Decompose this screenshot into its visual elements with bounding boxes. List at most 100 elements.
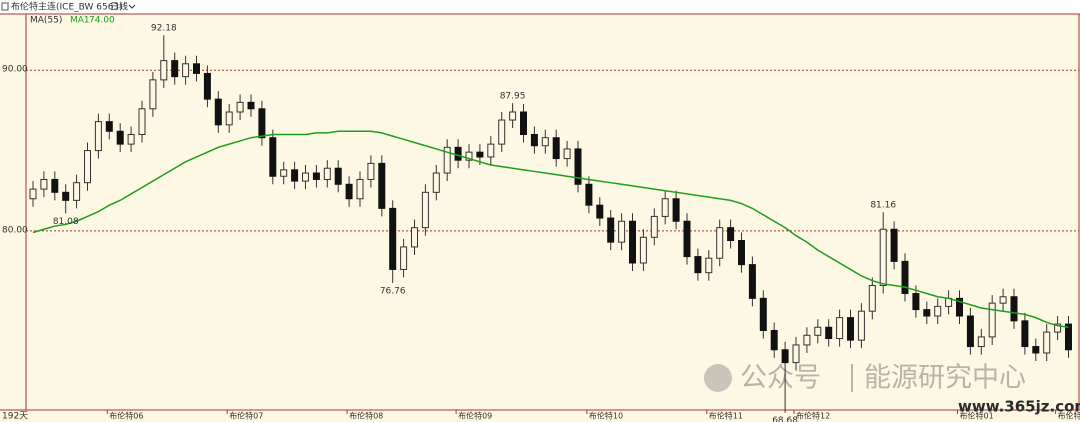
candle-body — [291, 169, 299, 182]
ma-line — [32, 130, 1069, 329]
candle-body — [541, 137, 549, 147]
candle-body — [530, 133, 538, 147]
extreme-label: 92.18 — [151, 24, 177, 34]
watermark: 公众号 能源研究中心 www.365jz.com — [704, 363, 1080, 416]
period[interactable]: 日线 — [110, 1, 128, 13]
x-tick-label: 布伦特10 — [589, 411, 623, 421]
x-tick-label: 布伦特12 — [796, 411, 830, 421]
candle-body — [672, 198, 680, 222]
candle-body — [443, 146, 451, 174]
candle-body — [857, 310, 865, 341]
x-tick-label: 布伦特01 — [960, 411, 994, 421]
candle-body — [901, 260, 909, 295]
candle-body — [1021, 320, 1029, 348]
candle-body — [738, 240, 745, 266]
period-chevron[interactable] — [128, 4, 136, 9]
candle-body — [868, 284, 876, 312]
candle-body — [803, 334, 811, 346]
candle-body — [454, 146, 462, 161]
candle-body — [814, 326, 822, 336]
candle-body — [836, 317, 844, 340]
x-corner-label: 192天 — [2, 412, 28, 422]
header-icon — [1, 2, 9, 11]
candle-body — [247, 101, 255, 110]
candle-body — [563, 148, 571, 160]
candle-body — [432, 172, 440, 193]
extreme-label: 68.68 — [772, 416, 798, 422]
candle-body — [661, 198, 669, 217]
candle-body — [607, 217, 615, 243]
candle-body — [770, 329, 778, 351]
x-tick-label: 布伦特07 — [229, 411, 263, 421]
candle-body — [40, 178, 48, 190]
candle-body — [792, 344, 800, 364]
candle-body — [29, 188, 37, 200]
candle-body — [683, 220, 691, 258]
indicator: MA(55) — [30, 16, 62, 26]
candle-body — [650, 215, 658, 238]
candle-body — [1010, 296, 1018, 322]
candle-body — [323, 167, 331, 180]
candle-body — [585, 183, 593, 206]
x-tick-label: 布伦特09 — [458, 411, 492, 421]
candle-body — [509, 111, 517, 121]
candle-body — [225, 111, 233, 126]
extreme-label: 81.08 — [53, 217, 79, 227]
candle-body — [1054, 323, 1062, 333]
candle-body — [171, 60, 179, 78]
candle-body — [400, 246, 408, 270]
candle-body — [62, 191, 70, 201]
chart-title: 布伦特主连(ICE_BW 6563) — [11, 1, 123, 13]
candle-body — [596, 204, 604, 219]
watermark-icon — [704, 364, 732, 392]
watermark-right: 能源研究中心 — [864, 363, 1026, 394]
candle-body — [781, 349, 789, 364]
candle-body — [988, 302, 996, 338]
candle-body — [694, 256, 702, 274]
candle-body — [421, 191, 429, 229]
candle-body — [84, 150, 91, 184]
candle-body — [923, 309, 931, 317]
candle-body — [966, 315, 974, 348]
candle-body — [389, 207, 397, 270]
candle-body — [977, 336, 985, 348]
candle-body — [378, 162, 386, 209]
x-tick-label: 布伦特 — [1058, 411, 1080, 421]
candle-body — [182, 63, 190, 78]
candle-body — [574, 148, 582, 185]
extreme-label: 81.16 — [870, 201, 896, 211]
candle-body — [127, 133, 135, 145]
candle-body — [465, 151, 473, 161]
candle-body — [203, 72, 211, 100]
candle-body — [639, 236, 647, 264]
candle-body — [280, 169, 288, 177]
candle-body — [138, 108, 146, 135]
candle-body — [999, 296, 1007, 304]
candle-body — [759, 297, 767, 331]
candle-body — [847, 317, 854, 341]
candle-body — [73, 182, 81, 201]
candle-body — [890, 228, 898, 262]
candle-body — [1032, 346, 1040, 354]
candle-body — [552, 137, 560, 160]
candle-body — [487, 143, 495, 158]
candle-body — [214, 98, 222, 126]
candle-body — [1065, 323, 1072, 351]
candle-body — [476, 151, 484, 158]
candle-body — [105, 121, 113, 132]
candle-body — [1043, 331, 1051, 354]
candle-body — [269, 137, 277, 177]
candle-body — [312, 172, 320, 180]
candle-body — [356, 178, 364, 200]
extreme-label: 76.76 — [380, 286, 406, 296]
candle-body — [236, 101, 244, 113]
candle-body — [825, 326, 833, 340]
legend-name: MA1 — [70, 16, 90, 26]
x-tick-label: 布伦特08 — [349, 411, 383, 421]
candle-body — [912, 293, 920, 311]
legend-value: 74.00 — [89, 16, 115, 26]
candle-body — [748, 264, 756, 299]
candle-body — [727, 227, 735, 242]
candle-body — [94, 121, 102, 152]
watermark-site: www.365jz.com — [958, 398, 1080, 416]
